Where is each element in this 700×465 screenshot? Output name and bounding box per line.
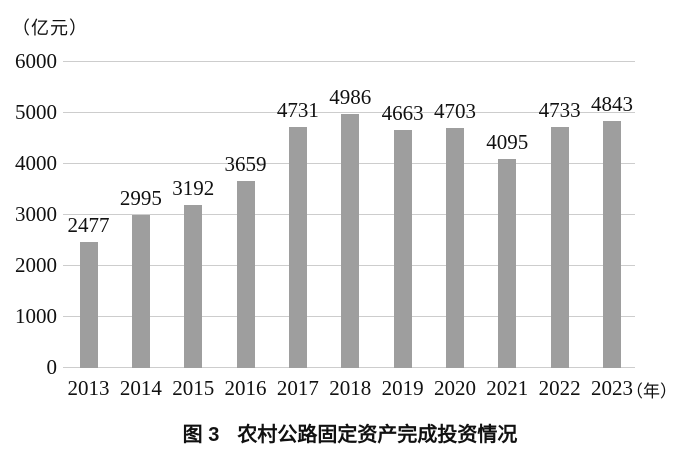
data-label: 4663 <box>381 101 424 126</box>
x-axis-tick-label: 2016 <box>224 376 267 400</box>
bar-2014 <box>131 215 150 368</box>
y-axis-tick-label: 3000 <box>15 202 57 226</box>
x-axis-tick-label: 2019 <box>381 376 424 400</box>
x-axis-tick-label: 2015 <box>172 376 215 400</box>
x-axis-tick-label: 2023 <box>591 376 633 400</box>
bar-2019 <box>393 130 412 368</box>
data-label: 4986 <box>329 84 372 109</box>
gridline <box>63 112 635 113</box>
data-label: 4733 <box>538 97 581 122</box>
gridline <box>63 61 635 62</box>
data-label: 4095 <box>486 130 529 155</box>
x-axis-unit-label: （年） <box>626 382 677 401</box>
figure-title: 农村公路固定资产完成投资情况 <box>237 424 518 446</box>
bar-2021 <box>498 159 517 368</box>
data-label: 4731 <box>276 97 319 122</box>
x-axis-tick-label: 2020 <box>433 376 476 400</box>
x-axis-tick-label: 2017 <box>276 376 319 400</box>
data-label: 3192 <box>172 176 215 201</box>
x-axis-tick-label: 2013 <box>67 376 110 400</box>
y-axis-tick-label: 1000 <box>15 304 57 328</box>
y-axis-unit-label: （亿元） <box>12 18 88 38</box>
y-axis-tick-label: 5000 <box>15 100 57 124</box>
y-axis-tick-label: 0 <box>46 355 58 379</box>
bar-2013 <box>79 241 98 368</box>
y-axis-tick-label: 4000 <box>15 151 57 175</box>
data-label: 3659 <box>224 152 267 177</box>
y-axis-tick-label: 2000 <box>15 253 57 277</box>
x-axis-tick-label: 2021 <box>486 376 529 400</box>
x-axis-tick-label: 2022 <box>538 376 581 400</box>
bar-2015 <box>184 205 203 368</box>
bar-2020 <box>445 128 464 368</box>
data-label: 4843 <box>591 92 633 116</box>
data-label: 2477 <box>67 212 110 237</box>
x-axis-tick-label: 2018 <box>329 376 372 400</box>
figure-caption: 图 3 农村公路固定资产完成投资情况 <box>0 423 700 447</box>
figure-number: 图 3 <box>182 424 220 446</box>
bar-2017 <box>288 126 307 368</box>
bar-2022 <box>550 126 569 368</box>
bar-2023 <box>603 121 621 368</box>
x-axis-tick-label: 2014 <box>119 376 162 400</box>
y-axis-tick-label: 6000 <box>15 49 57 73</box>
data-label: 2995 <box>119 186 162 211</box>
data-label: 4703 <box>433 99 476 124</box>
bar-2016 <box>236 181 255 368</box>
bar-2018 <box>341 113 360 368</box>
